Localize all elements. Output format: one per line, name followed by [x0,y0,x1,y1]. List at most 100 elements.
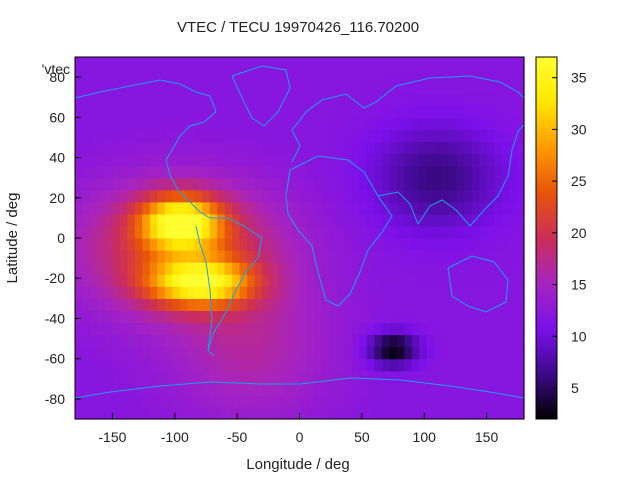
heatmap-cell [306,406,316,420]
heatmap-cell [119,406,128,420]
heatmap-cell [209,298,218,311]
heatmap-cell [411,250,420,263]
heatmap-cell [306,262,316,275]
heatmap-cell [404,201,413,215]
heatmap-cell [82,153,91,167]
heatmap-cell [366,189,375,203]
heatmap-cell [299,117,308,130]
heatmap-cell [389,322,398,336]
heatmap-cell [344,69,353,82]
y-tick-label: 20 [49,190,65,206]
heatmap-cell [516,153,525,167]
heatmap-cell [97,105,106,118]
heatmap-cell [501,238,510,251]
heatmap-cell [404,382,413,396]
heatmap-cell [516,286,525,299]
heatmap-cells [75,57,525,420]
heatmap-cell [351,394,360,408]
heatmap-cell [89,165,99,179]
heatmap-cell [112,394,121,408]
heatmap-cell [486,57,495,70]
heatmap-cell [187,262,196,275]
heatmap-cell [486,286,495,299]
heatmap-cell [164,129,173,143]
heatmap-cell [292,334,301,348]
heatmap-cell [509,93,518,106]
heatmap-cell [75,153,84,167]
heatmap-cell [75,201,84,215]
heatmap-cell [157,394,166,408]
heatmap-cell [239,165,248,179]
heatmap-cell [157,165,166,179]
heatmap-cell [486,141,495,155]
heatmap-cell [75,105,84,118]
heatmap-cell [209,153,218,167]
heatmap-cell [179,93,188,106]
heatmap-cell [516,346,525,360]
colorbar-tick-label: 30 [571,121,587,137]
heatmap-cell [247,298,256,311]
heatmap-cell [479,406,488,420]
heatmap-cell [351,262,360,275]
heatmap-cell [262,105,271,118]
heatmap-cell [112,117,121,130]
antarctica-coast [75,377,524,399]
heatmap-cell [344,250,353,263]
heatmap-cell [501,57,510,70]
heatmap-cell [142,57,151,70]
heatmap-cell [97,69,106,82]
heatmap-cell [419,274,428,287]
heatmap-cell [516,334,525,348]
heatmap-cell [75,274,84,287]
heatmap-cell [396,213,405,227]
heatmap-cell [75,322,84,336]
y-axis-label: Latitude / deg [4,193,21,284]
heatmap-cell [434,394,443,408]
heatmap-cell [381,69,390,82]
heatmap-cell [277,250,286,263]
heatmap-cell [419,310,428,324]
heatmap-cell [75,346,84,360]
heatmap-cell [277,370,286,384]
heatmap-cell [381,334,390,348]
heatmap-cell [389,117,398,130]
heatmap-cell [239,201,248,215]
heatmap-cell [336,322,345,336]
heatmap-cell [232,310,241,324]
heatmap-cell [314,406,323,420]
heatmap-cell [404,129,413,143]
heatmap-cell [224,105,233,118]
heatmap-cell [344,358,353,372]
heatmap-cell [247,250,256,263]
heatmap-cell [142,286,151,299]
heatmap-cell [329,165,338,179]
heatmap-cell [149,141,158,155]
heatmap-cell [164,153,173,167]
heatmap-cell [321,382,331,396]
heatmap-cell [269,274,278,287]
heatmap-cell [127,153,136,167]
heatmap-cell [381,298,390,311]
heatmap-cell [486,406,495,420]
heatmap-cell [112,57,121,70]
heatmap-cell [89,274,99,287]
heatmap-cell [89,57,99,70]
heatmap-cell [172,262,181,275]
heatmap-cell [411,213,420,227]
heatmap-cell [134,69,143,82]
heatmap-cell [351,310,360,324]
heatmap-cell [329,286,338,299]
heatmap-cell [509,310,518,324]
chart-title: VTEC / TECU 19970426_116.70200 [177,19,419,36]
heatmap-cell [112,69,121,82]
heatmap-cell [247,153,256,167]
heatmap-cell [89,370,99,384]
heatmap-cell [269,189,278,203]
heatmap-cell [344,201,353,215]
heatmap-cell [202,298,211,311]
heatmap-cell [134,81,143,94]
heatmap-cell [396,346,405,360]
heatmap-cell [232,250,241,263]
heatmap-cell [419,81,428,94]
